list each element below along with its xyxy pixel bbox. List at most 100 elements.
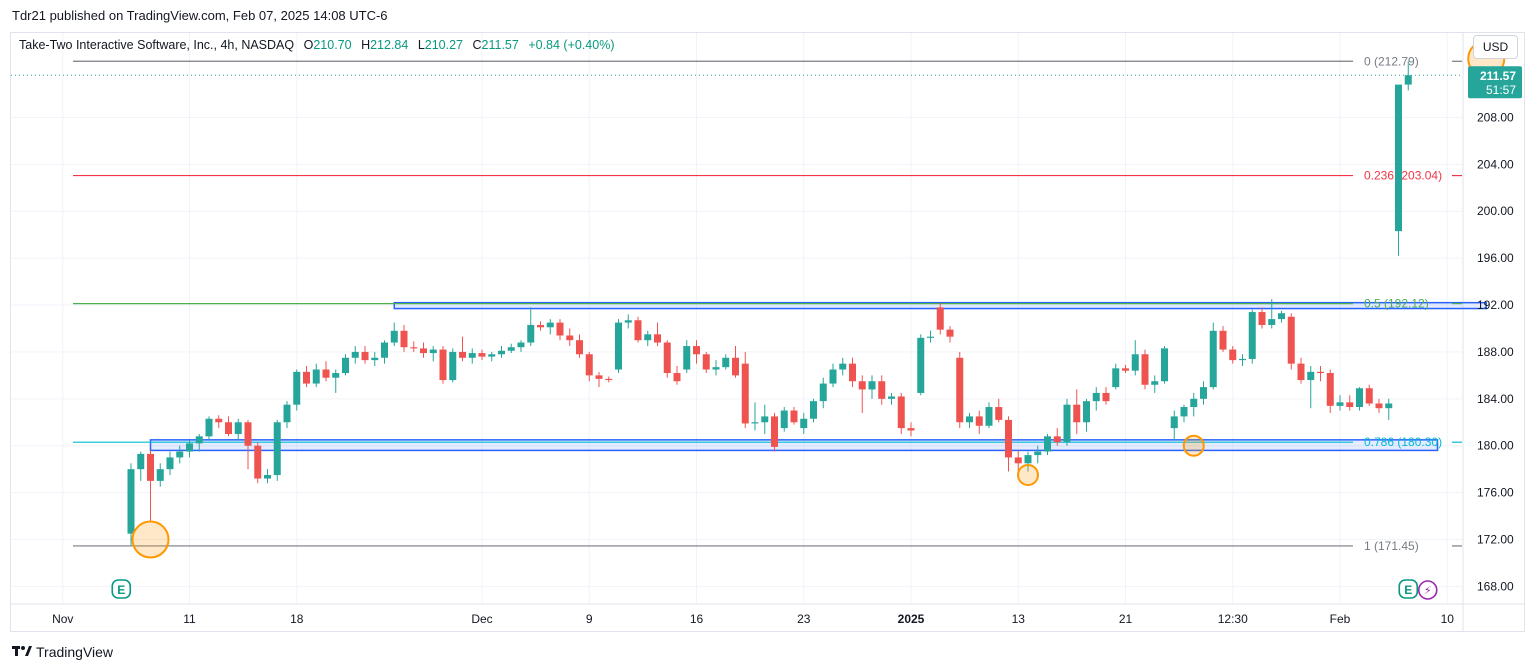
candle[interactable] <box>956 351 964 429</box>
candle[interactable] <box>741 351 749 429</box>
candle[interactable] <box>1385 398 1393 420</box>
candle[interactable] <box>663 340 671 378</box>
candle[interactable] <box>303 365 310 388</box>
candle[interactable] <box>858 375 866 413</box>
candle[interactable] <box>888 392 895 405</box>
candle[interactable] <box>498 346 505 358</box>
candle[interactable] <box>732 346 739 378</box>
candle[interactable] <box>1336 395 1344 411</box>
candle[interactable] <box>264 469 271 484</box>
candle[interactable] <box>507 343 515 354</box>
candle[interactable] <box>244 419 252 470</box>
candle[interactable] <box>985 402 993 429</box>
candle[interactable] <box>1326 369 1334 413</box>
candle[interactable] <box>1278 310 1285 323</box>
candle[interactable] <box>1219 326 1227 352</box>
candle[interactable] <box>1073 389 1081 434</box>
candle[interactable] <box>1180 404 1188 423</box>
candle[interactable] <box>712 360 720 376</box>
candle[interactable] <box>439 346 447 384</box>
candle[interactable] <box>478 349 486 361</box>
candle[interactable] <box>488 351 496 362</box>
candle[interactable] <box>595 371 603 388</box>
candle[interactable] <box>1190 392 1198 417</box>
candle[interactable] <box>683 340 691 374</box>
candle[interactable] <box>1102 387 1110 405</box>
candle[interactable] <box>1268 299 1276 329</box>
candle[interactable] <box>634 316 642 343</box>
candle[interactable] <box>332 369 340 393</box>
candle[interactable] <box>371 351 379 366</box>
candle[interactable] <box>566 328 574 347</box>
candle[interactable] <box>761 404 769 434</box>
candle[interactable] <box>273 419 281 481</box>
candle[interactable] <box>225 416 232 437</box>
candle[interactable] <box>1287 313 1295 370</box>
candle[interactable] <box>615 319 622 374</box>
candle[interactable] <box>1092 387 1100 411</box>
candle[interactable] <box>195 433 203 452</box>
candle[interactable] <box>829 363 837 388</box>
candle[interactable] <box>147 450 154 522</box>
candle[interactable] <box>1297 357 1305 384</box>
candle[interactable] <box>1131 340 1139 376</box>
currency-selector[interactable]: USD <box>1473 35 1518 59</box>
candle[interactable] <box>1122 364 1129 374</box>
candle[interactable] <box>1375 398 1383 413</box>
candle[interactable] <box>907 422 915 437</box>
candle[interactable] <box>624 314 632 329</box>
candle[interactable] <box>702 351 710 374</box>
candle[interactable] <box>234 418 242 440</box>
candle[interactable] <box>1005 416 1012 472</box>
candle[interactable] <box>361 346 369 364</box>
candle[interactable] <box>751 402 759 431</box>
candle[interactable] <box>517 340 525 352</box>
candle[interactable] <box>342 354 349 376</box>
candle[interactable] <box>849 357 856 388</box>
candle[interactable] <box>966 412 973 429</box>
candle[interactable] <box>839 357 847 376</box>
candle[interactable] <box>312 363 320 388</box>
candle[interactable] <box>693 340 700 364</box>
candle[interactable] <box>654 322 661 347</box>
candle[interactable] <box>771 412 778 452</box>
candle[interactable] <box>137 451 145 481</box>
candle[interactable] <box>1229 346 1237 364</box>
candle[interactable] <box>1248 309 1256 364</box>
candle[interactable] <box>819 377 827 409</box>
candle[interactable] <box>1024 451 1032 472</box>
candle[interactable] <box>1239 354 1246 366</box>
candle[interactable] <box>800 412 808 434</box>
candle[interactable] <box>1170 410 1178 440</box>
candle[interactable] <box>556 319 564 341</box>
candle[interactable] <box>293 369 301 411</box>
candle[interactable] <box>546 319 554 335</box>
candle[interactable] <box>1307 365 1315 409</box>
candle[interactable] <box>1365 384 1373 406</box>
candle[interactable] <box>1317 365 1324 382</box>
candle[interactable] <box>1356 387 1363 411</box>
candle[interactable] <box>1209 322 1217 390</box>
candle[interactable] <box>537 321 544 331</box>
candle[interactable] <box>975 410 983 434</box>
candle[interactable] <box>1161 346 1168 384</box>
candle[interactable] <box>790 407 798 425</box>
candle[interactable] <box>390 322 398 347</box>
candle[interactable] <box>351 346 359 364</box>
candle[interactable] <box>1044 433 1051 456</box>
candle[interactable] <box>995 398 1003 423</box>
candle[interactable] <box>468 348 476 364</box>
candle[interactable] <box>176 445 184 464</box>
candle[interactable] <box>400 324 408 352</box>
candle[interactable] <box>127 463 135 546</box>
candle[interactable] <box>1034 445 1042 464</box>
candle[interactable] <box>186 439 193 458</box>
candle[interactable] <box>1112 363 1120 390</box>
candle[interactable] <box>283 401 291 429</box>
candle[interactable] <box>1200 381 1207 405</box>
candle[interactable] <box>1063 398 1071 446</box>
candle[interactable] <box>410 341 418 352</box>
candle[interactable] <box>1346 395 1354 411</box>
candle[interactable] <box>1141 349 1149 390</box>
